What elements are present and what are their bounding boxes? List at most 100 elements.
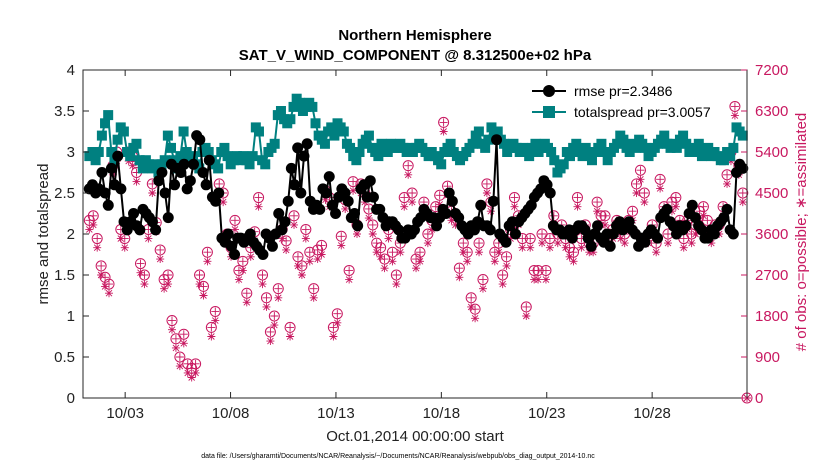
obs-possible-ring [134,258,146,270]
obs-possible-ring [402,160,414,172]
totalspread-point [373,151,384,162]
obs-assimilated-point [317,250,326,259]
obs-possible-cross [89,211,98,220]
obs-assimilated-point [726,157,735,166]
rmse-point [150,224,162,236]
obs-possible-ring [410,253,422,265]
obs-assimilated-point [482,189,491,197]
obs-assimilated-point [738,198,747,207]
totalspread-point [90,155,101,166]
y2-tick-label: 5400 [755,144,788,161]
obs-assimilated-point [671,202,680,211]
obs-assimilated-point [707,239,716,248]
obs-possible-cross [723,170,732,179]
obs-possible-point [536,228,548,240]
rmse-point [279,216,291,228]
totalspread-point [131,138,142,149]
obs-assimilated-point [400,202,409,211]
obs-assimilated-point [207,332,216,341]
obs-possible-point [465,292,477,304]
obs-possible-cross [274,284,283,293]
rmse-point [289,179,301,191]
obs-possible-cross [663,230,672,238]
totalspread-point [630,142,641,153]
rmse-point [187,158,199,170]
y2-tick-label: 4500 [755,185,788,202]
totalspread-point [310,118,321,129]
obs-possible-ring [335,230,347,242]
y-tick-label: 4 [67,62,75,79]
totalspread-point [260,159,271,170]
obs-possible-point [481,178,493,190]
obs-possible-ring [316,239,328,251]
obs-possible-cross [164,271,173,279]
obs-assimilated-point [329,332,338,341]
obs-assimilated-point [553,239,562,248]
obs-possible-cross [573,193,582,202]
obs-possible-ring [540,264,552,276]
x-tick-label: 10/18 [423,405,461,422]
obs-possible-cross [262,293,271,302]
totalspread-point [244,159,255,170]
obs-assimilated-point [349,186,358,195]
obs-possible-point [241,287,253,299]
y-tick-label: 3 [67,144,75,161]
obs-assimilated-point [183,368,192,377]
rmse-point [585,240,597,252]
obs-assimilated-point [569,257,578,266]
obs-possible-point [469,303,481,315]
totalspread-point [125,151,136,162]
obs-assimilated-point [404,170,413,179]
obs-assimilated-point [219,198,228,207]
obs-possible-point [308,283,320,295]
obs-possible-point [497,269,509,281]
totalspread-point [269,138,280,149]
totalspread-point [486,122,497,133]
obs-possible-point [284,321,296,333]
obs-possible-point [434,189,446,201]
obs-assimilated-point [388,257,397,266]
obs-assimilated-point [687,239,696,248]
totalspread-point [624,147,635,157]
totalspread-point [546,147,557,157]
totalspread-point [112,134,123,145]
totalspread-point [678,130,689,141]
obs-possible-point [390,269,402,281]
totalspread-point [345,142,356,153]
obs-assimilated-point [534,275,543,284]
obs-possible-cross [656,175,665,184]
rmse-point [156,167,168,178]
legend-spread-label: totalspread pr=3.0057 [574,104,711,120]
obs-possible-cross [502,252,511,261]
obs-possible-cross [455,264,464,273]
totalspread-point [338,126,349,137]
obs-assimilated-point [132,177,141,186]
y2-tick-label: 1800 [755,308,788,325]
obs-possible-point [544,233,556,245]
obs-assimilated-point [297,271,306,279]
rmse-point [169,179,181,191]
obs-assimilated-point [463,257,472,266]
obs-assimilated-point [136,268,145,277]
totalspread-point [718,155,729,166]
totalspread-point [137,163,148,174]
totalspread-point [103,110,114,121]
obs-possible-cross [593,198,602,207]
obs-assimilated-point [723,179,732,188]
totalspread-point [499,138,510,149]
obs-assimilated-point [435,200,444,209]
obs-assimilated-point [140,280,149,289]
obs-possible-point [264,326,276,338]
rmse-point [301,138,313,150]
rmse-point [446,195,458,207]
obs-possible-ring [253,192,265,204]
obs-assimilated-point [274,293,283,302]
obs-possible-cross [632,179,641,188]
obs-possible-point [406,187,418,199]
totalspread-point [203,147,214,157]
obs-possible-ring [737,187,749,199]
obs-possible-cross [254,193,263,202]
obs-possible-cross [93,234,102,243]
obs-assimilated-point [187,373,196,382]
obs-possible-point [540,264,552,276]
